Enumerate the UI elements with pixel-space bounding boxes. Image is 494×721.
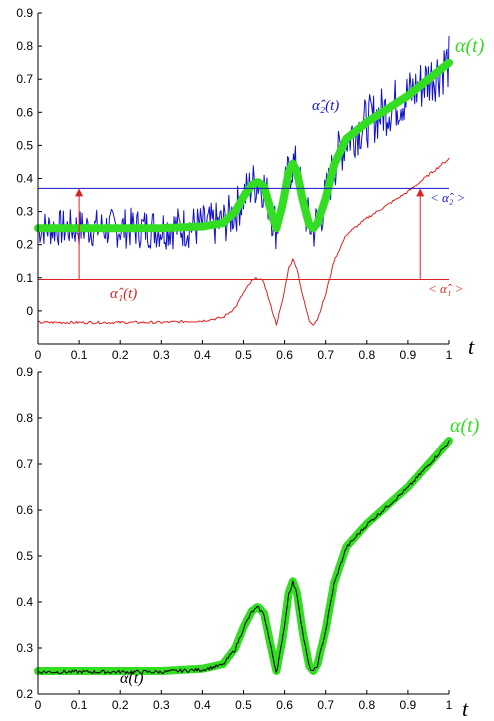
y-tick-label: 0.8 bbox=[16, 411, 33, 425]
x-tick-label: 0.3 bbox=[153, 698, 170, 712]
bottom-series-label-alpha: α(t) bbox=[450, 415, 480, 437]
x-tick-label: 0.1 bbox=[71, 348, 88, 362]
y-tick-label: 0.2 bbox=[16, 687, 33, 701]
y-tick-label: 0.9 bbox=[16, 365, 33, 379]
y-tick-label: 0.8 bbox=[16, 39, 33, 53]
top-series-label-alpha2: α̂₂(t) bbox=[312, 98, 339, 114]
y-tick-label: 0.3 bbox=[16, 205, 33, 219]
bottom-chart: 0.2 0.3 0.4 0.5 0.6 0.7 0.8 0.9 0 0.1 0.2 0.3 0.4 0.… bbox=[16, 365, 479, 721]
y-tick-label: 0.9 bbox=[16, 6, 33, 20]
x-tick-label: 0 bbox=[35, 348, 42, 362]
top-xlabel: t bbox=[468, 334, 475, 359]
series-line-0 bbox=[34, 58, 453, 233]
y-tick-label: 0.5 bbox=[16, 138, 33, 152]
x-tick-label: 0.9 bbox=[400, 698, 417, 712]
x-tick-label: 0.1 bbox=[71, 698, 88, 712]
y-tick-label: 0.5 bbox=[16, 549, 33, 563]
bottom-xlabel: t bbox=[462, 696, 469, 721]
x-tick-label: 0.4 bbox=[194, 348, 211, 362]
x-tick-label: 0.7 bbox=[317, 348, 334, 362]
y-tick-label: 0.7 bbox=[16, 72, 33, 86]
top-series-label-alpha: α(t) bbox=[455, 35, 485, 57]
x-tick-label: 0.7 bbox=[317, 698, 334, 712]
x-tick-label: 0.4 bbox=[194, 698, 211, 712]
series-line-1 bbox=[37, 35, 450, 250]
y-tick-label: 0.6 bbox=[16, 105, 33, 119]
x-tick-label: 0.8 bbox=[358, 348, 375, 362]
y-tick-label: 0.7 bbox=[16, 457, 33, 471]
x-tick-label: 1 bbox=[446, 698, 453, 712]
arrow-head-0 bbox=[75, 188, 84, 197]
top-hline-label-alpha1-mean: < α̂₁ > bbox=[428, 281, 463, 296]
y-tick-label: 0.2 bbox=[16, 238, 33, 252]
y-tick-label: 0.6 bbox=[16, 503, 33, 517]
x-tick-label: 0.2 bbox=[112, 348, 129, 362]
x-tick-label: 0.5 bbox=[235, 348, 252, 362]
x-tick-label: 0.6 bbox=[276, 698, 293, 712]
x-tick-label: 0.8 bbox=[358, 698, 375, 712]
top-series-label-alpha1: α̂₁(t) bbox=[110, 286, 137, 302]
top-hline-label-alpha2-mean: < α̂₂ > bbox=[430, 190, 465, 205]
arrow-head-1 bbox=[416, 188, 425, 197]
series-line-2 bbox=[37, 157, 450, 326]
y-tick-label: 0 bbox=[26, 304, 33, 318]
x-tick-label: 0.5 bbox=[235, 698, 252, 712]
series-line-1 bbox=[37, 440, 450, 675]
y-tick-label: 0.3 bbox=[16, 641, 33, 655]
x-tick-label: 0.2 bbox=[112, 698, 129, 712]
x-tick-label: 0.3 bbox=[153, 348, 170, 362]
x-tick-label: 0 bbox=[35, 698, 42, 712]
y-tick-label: 0.4 bbox=[16, 172, 33, 186]
x-tick-label: 0.9 bbox=[400, 348, 417, 362]
x-tick-label: 0.6 bbox=[276, 348, 293, 362]
top-chart: 0 0.1 0.2 0.3 0.4 0.5 0.6 0.7 0.8 0.9 0 0.1 0.2 0.3 0… bbox=[16, 6, 484, 362]
bottom-series-label-alpha-hat: α̂(t) bbox=[120, 670, 144, 687]
series-line-0 bbox=[34, 437, 453, 675]
y-tick-label: 0.1 bbox=[16, 271, 33, 285]
x-tick-label: 1 bbox=[446, 348, 453, 362]
y-tick-label: 0.4 bbox=[16, 595, 33, 609]
